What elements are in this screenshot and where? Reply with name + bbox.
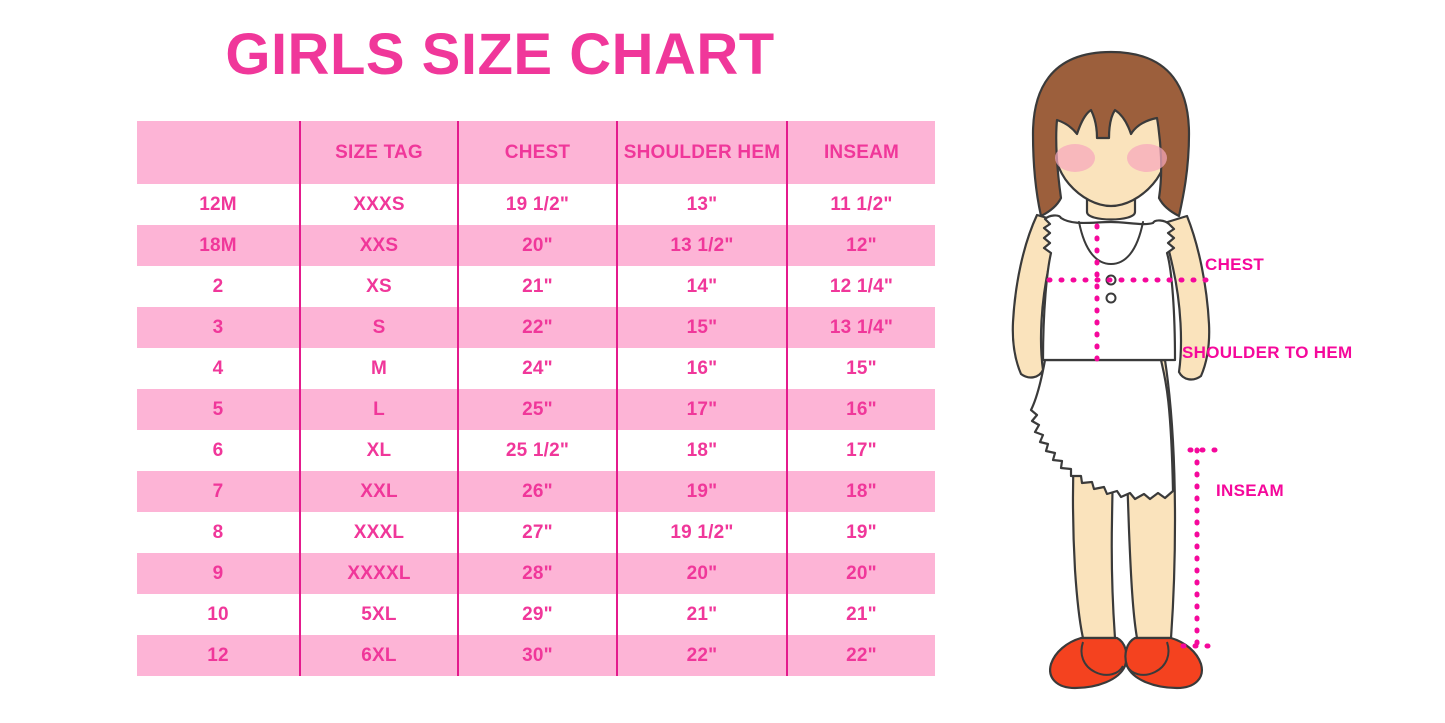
cell-size-tag: M bbox=[299, 348, 458, 389]
cell-size-tag: 5XL bbox=[299, 594, 458, 635]
cell-inseam: 12 1/4" bbox=[786, 266, 935, 307]
cell-shoulder-hem: 20" bbox=[616, 553, 787, 594]
cell-size-tag: XXXL bbox=[299, 512, 458, 553]
cell-size: 12M bbox=[199, 193, 237, 215]
cell-size: 7 bbox=[212, 480, 224, 502]
cell-size-tag: XL bbox=[299, 430, 458, 471]
cell-size-tag: XS bbox=[299, 266, 458, 307]
cell-size-tag: XXXS bbox=[299, 184, 458, 225]
table-row: 9 XXXXL 28" 20" 20" bbox=[137, 553, 935, 594]
hair-shape bbox=[1031, 50, 1191, 218]
page-title: GIRLS SIZE CHART bbox=[225, 22, 775, 87]
table-row: 8 XXXL 27" 19 1/2" 19" bbox=[137, 512, 935, 553]
column-header-chest: CHEST bbox=[457, 121, 617, 184]
cell-size-tag: S bbox=[299, 307, 458, 348]
cell-chest: 29" bbox=[457, 594, 617, 635]
cell-chest: 21" bbox=[457, 266, 617, 307]
cell-size: 10 bbox=[207, 603, 229, 625]
cell-inseam: 19" bbox=[786, 512, 935, 553]
girl-model-illustration bbox=[975, 30, 1235, 690]
cell-shoulder-hem: 15" bbox=[616, 307, 787, 348]
cell-chest: 25" bbox=[457, 389, 617, 430]
cell-chest: 30" bbox=[457, 635, 617, 676]
cell-inseam: 12" bbox=[786, 225, 935, 266]
cell-inseam: 17" bbox=[786, 430, 935, 471]
cell-chest: 24" bbox=[457, 348, 617, 389]
table-row: 18M XXS 20" 13 1/2" 12" bbox=[137, 225, 935, 266]
cell-size: 8 bbox=[212, 521, 224, 543]
cell-chest: 20" bbox=[457, 225, 617, 266]
table-row: 12 6XL 30" 22" 22" bbox=[137, 635, 935, 676]
column-header-shoulder-hem: SHOULDER HEM bbox=[616, 121, 787, 184]
column-header-size bbox=[137, 121, 300, 184]
callout-label-inseam: INSEAM bbox=[1216, 481, 1284, 500]
cell-chest: 19 1/2" bbox=[457, 184, 617, 225]
blush-left bbox=[1055, 144, 1095, 172]
cell-inseam: 18" bbox=[786, 471, 935, 512]
cell-shoulder-hem: 21" bbox=[616, 594, 787, 635]
cell-size-tag: L bbox=[299, 389, 458, 430]
cell-inseam: 13 1/4" bbox=[786, 307, 935, 348]
shoe-left-strap bbox=[1080, 641, 1124, 676]
table-row: 4 M 24" 16" 15" bbox=[137, 348, 935, 389]
blouse-shape bbox=[1041, 214, 1177, 362]
blush-right bbox=[1127, 144, 1167, 172]
column-header-inseam: INSEAM bbox=[786, 121, 935, 184]
cell-size: 3 bbox=[212, 316, 224, 338]
cell-inseam: 11 1/2" bbox=[786, 184, 935, 225]
cell-shoulder-hem: 16" bbox=[616, 348, 787, 389]
table-header: SIZE TAG CHEST SHOULDER HEM INSEAM bbox=[137, 121, 935, 184]
table-header-row: SIZE TAG CHEST SHOULDER HEM INSEAM bbox=[137, 121, 935, 184]
callout-label-shoulder-to-hem: SHOULDER TO HEM bbox=[1182, 343, 1353, 362]
button-lower bbox=[1105, 292, 1117, 304]
arm-right-shape bbox=[1159, 214, 1211, 381]
cell-size: 9 bbox=[212, 562, 224, 584]
cell-shoulder-hem: 19" bbox=[616, 471, 787, 512]
cell-shoulder-hem: 13 1/2" bbox=[616, 225, 787, 266]
skirt-shape bbox=[1029, 358, 1175, 501]
cell-size-tag: 6XL bbox=[299, 635, 458, 676]
table-row: 12M XXXS 19 1/2" 13" 11 1/2" bbox=[137, 184, 935, 225]
cell-size: 2 bbox=[212, 275, 224, 297]
table-row: 7 XXL 26" 19" 18" bbox=[137, 471, 935, 512]
cell-shoulder-hem: 17" bbox=[616, 389, 787, 430]
cell-size: 12 bbox=[207, 644, 229, 666]
cell-inseam: 22" bbox=[786, 635, 935, 676]
table-row: 5 L 25" 17" 16" bbox=[137, 389, 935, 430]
cell-shoulder-hem: 18" bbox=[616, 430, 787, 471]
callout-label-chest: CHEST bbox=[1205, 255, 1265, 274]
size-chart-table: SIZE TAG CHEST SHOULDER HEM INSEAM 12M X… bbox=[137, 121, 935, 676]
shoe-right-shape bbox=[1124, 636, 1203, 690]
cell-shoulder-hem: 14" bbox=[616, 266, 787, 307]
table-row: 2 XS 21" 14" 12 1/4" bbox=[137, 266, 935, 307]
cell-chest: 27" bbox=[457, 512, 617, 553]
table-row: 6 XL 25 1/2" 18" 17" bbox=[137, 430, 935, 471]
column-header-size-tag: SIZE TAG bbox=[299, 121, 458, 184]
cell-chest: 28" bbox=[457, 553, 617, 594]
inseam-measure-bracket bbox=[1180, 447, 1226, 649]
cell-shoulder-hem: 22" bbox=[616, 635, 787, 676]
cell-inseam: 20" bbox=[786, 553, 935, 594]
cell-size: 6 bbox=[212, 439, 224, 461]
table-row: 3 S 22" 15" 13 1/4" bbox=[137, 307, 935, 348]
cell-size: 5 bbox=[212, 398, 224, 420]
cell-size-tag: XXL bbox=[299, 471, 458, 512]
table-body: 12M XXXS 19 1/2" 13" 11 1/2" 18M XXS 20"… bbox=[137, 184, 935, 676]
cell-size-tag: XXS bbox=[299, 225, 458, 266]
cell-inseam: 16" bbox=[786, 389, 935, 430]
blouse-neckline bbox=[1078, 221, 1144, 265]
table-row: 10 5XL 29" 21" 21" bbox=[137, 594, 935, 635]
cell-shoulder-hem: 19 1/2" bbox=[616, 512, 787, 553]
cell-chest: 26" bbox=[457, 471, 617, 512]
cell-size: 4 bbox=[212, 357, 224, 379]
cell-shoulder-hem: 13" bbox=[616, 184, 787, 225]
cell-size-tag: XXXXL bbox=[299, 553, 458, 594]
shoe-left-shape bbox=[1049, 636, 1128, 690]
cell-size: 18M bbox=[199, 234, 237, 256]
cell-inseam: 15" bbox=[786, 348, 935, 389]
shoe-right-strap bbox=[1126, 641, 1170, 676]
cell-chest: 25 1/2" bbox=[457, 430, 617, 471]
cell-inseam: 21" bbox=[786, 594, 935, 635]
cell-chest: 22" bbox=[457, 307, 617, 348]
